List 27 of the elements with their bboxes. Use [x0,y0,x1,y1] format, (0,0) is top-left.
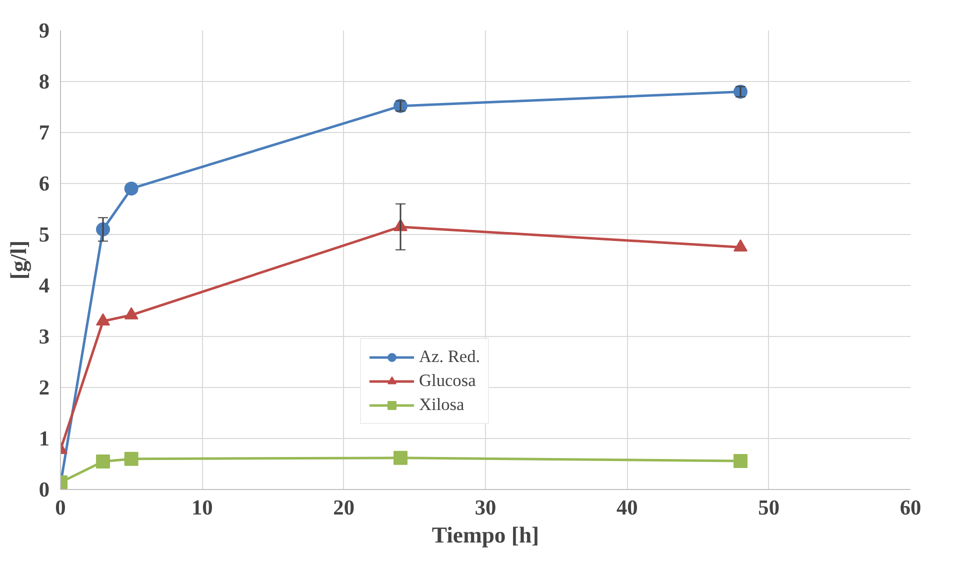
point [734,454,748,468]
legend-label: Az. Red. [419,347,480,367]
x-tick-label: 60 [900,496,922,520]
y-tick-label: 3 [38,324,50,348]
x-tick-label: 50 [758,496,780,520]
x-tick-label: 40 [616,496,638,520]
y-axis-title: [g/l] [6,240,31,280]
x-axis-title: Tiempo [h] [432,522,540,548]
x-tick-label: 20 [333,496,354,520]
point [124,182,138,196]
point [394,450,408,465]
y-tick-label: 9 [38,18,50,42]
y-tick-label: 7 [38,120,50,144]
y-tick-label: 4 [38,274,50,298]
legend-label: Xilosa [419,395,464,415]
x-tick-label: 10 [192,496,213,520]
point [96,454,110,468]
y-tick-label: 6 [38,172,50,196]
y-tick-label: 8 [38,70,50,94]
point [124,452,138,466]
y-tick-label: 2 [38,376,50,400]
x-tick-label: 30 [474,496,496,520]
y-tick-label: 5 [38,222,50,246]
y-tick-label: 0 [38,478,50,502]
x-tick-label: 0 [55,496,66,520]
y-tick-label: 1 [38,426,50,450]
legend-label: Glucosa [419,371,476,391]
